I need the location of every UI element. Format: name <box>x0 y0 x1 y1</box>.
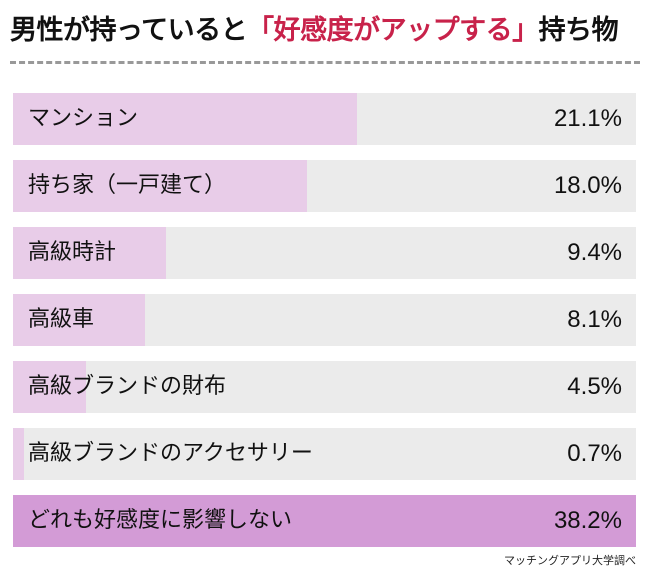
bar-value: 38.2% <box>553 507 622 534</box>
bar-value: 8.1% <box>567 306 622 333</box>
bar-row: 高級時計 9.4% <box>13 227 636 279</box>
bar-row: 高級ブランドの財布 4.5% <box>13 361 636 413</box>
bar-fill <box>13 294 146 346</box>
bar-value: 18.0% <box>553 172 622 199</box>
bar-value: 0.7% <box>567 440 622 467</box>
bar-value: 21.1% <box>553 105 622 132</box>
bar-label: 高級ブランドの財布 <box>28 374 227 399</box>
bar-row: どれも好感度に影響しない 38.2% <box>13 495 636 547</box>
bar-row: 持ち家（一戸建て） 18.0% <box>13 160 636 212</box>
bar-fill <box>13 495 636 547</box>
title-part1: 男性が持っていると <box>10 15 248 46</box>
title-highlight: 「好感度がアップする」 <box>247 15 539 46</box>
bar-value: 4.5% <box>567 373 622 400</box>
bar-fill <box>13 93 358 145</box>
chart-title: 男性が持っていると「好感度がアップする」持ち物 <box>10 8 619 47</box>
title-part2: 持ち物 <box>538 15 619 46</box>
bar-fill <box>13 428 25 480</box>
bar-row: マンション 21.1% <box>13 93 636 145</box>
bar-label: 高級時計 <box>28 240 117 265</box>
dashed-divider <box>10 61 640 64</box>
bar-fill <box>13 160 307 212</box>
bar-label: 高級ブランドのアクセサリー <box>28 441 313 466</box>
bar-label: どれも好感度に影響しない <box>28 508 293 533</box>
bar-row: 高級車 8.1% <box>13 294 636 346</box>
bar-label: 高級車 <box>28 307 95 332</box>
bar-value: 9.4% <box>567 239 622 266</box>
bar-fill <box>13 227 167 279</box>
bar-label: マンション <box>28 106 139 131</box>
source-note: マッチングアプリ大学調べ <box>504 554 636 567</box>
bar-row: 高級ブランドのアクセサリー 0.7% <box>13 428 636 480</box>
bar-fill <box>13 361 87 413</box>
bar-label: 持ち家（一戸建て） <box>28 173 227 198</box>
